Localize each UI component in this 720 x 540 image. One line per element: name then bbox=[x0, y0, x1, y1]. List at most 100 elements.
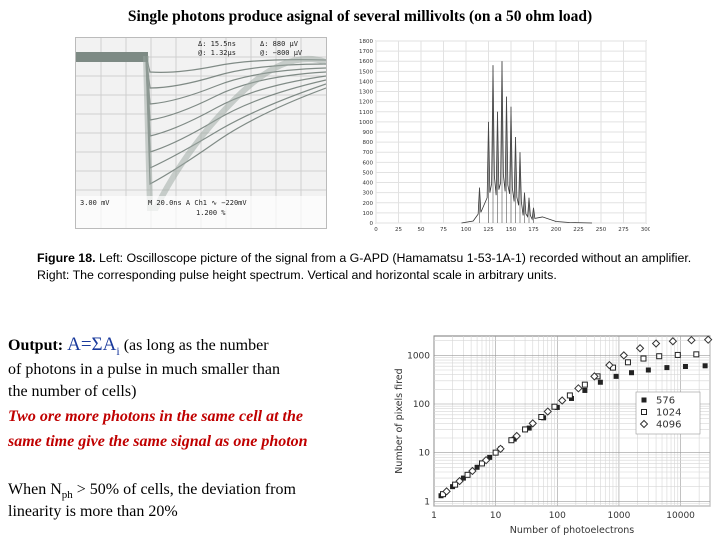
caption-text: Left: Oscilloscope picture of the signal… bbox=[37, 251, 692, 282]
plot-x-tick: 100 bbox=[549, 511, 566, 521]
data-point bbox=[597, 379, 603, 385]
spectrum-x-tick: 275 bbox=[618, 227, 629, 233]
data-point bbox=[481, 455, 491, 465]
scope-status: 3.00 mV M 20.0ns A Ch1 ∿ −220mV 1.200 % bbox=[80, 199, 247, 217]
linearity-plot: 1 10 100 1000 10000 1 10 100 1000 Number of photo… bbox=[394, 335, 713, 536]
text-line: of photons in a pulse in much smaller th… bbox=[8, 361, 280, 378]
spectrum-y-tick: 200 bbox=[363, 201, 374, 207]
spectrum-y-tick: 0 bbox=[370, 221, 374, 227]
legend-marker bbox=[641, 409, 647, 415]
warning-text: Two ore more photons in the same cell at… bbox=[8, 408, 303, 425]
data-point bbox=[551, 403, 558, 410]
data-point bbox=[574, 384, 583, 393]
data-point bbox=[474, 464, 480, 470]
spectrum-y-tick: 300 bbox=[363, 191, 374, 197]
spectrum-x-tick: 75 bbox=[440, 227, 447, 233]
spectrum-y-tick: 100 bbox=[363, 211, 374, 217]
warning-text: same time give the same signal as one ph… bbox=[8, 433, 308, 450]
data-point bbox=[605, 360, 614, 370]
data-point bbox=[522, 426, 529, 433]
spectrum-y-tick: 400 bbox=[363, 181, 374, 187]
oscilloscope-traces bbox=[76, 38, 326, 228]
spectrum-x-tick: 100 bbox=[461, 227, 472, 233]
data-point bbox=[682, 364, 688, 370]
data-point bbox=[460, 475, 466, 481]
output-label: Output: bbox=[8, 337, 68, 354]
data-point bbox=[538, 414, 545, 421]
data-point bbox=[566, 392, 573, 399]
data-point bbox=[668, 337, 678, 346]
nph-statement: linearity is more than 20% bbox=[8, 503, 178, 520]
nph-statement: When Nph > 50% of cells, the deviation f… bbox=[8, 481, 296, 502]
series-4096 bbox=[442, 335, 713, 496]
data-point bbox=[664, 365, 670, 371]
oscilloscope-image: Δ: 15.5ns Δ: 880 μV @: 1.32μs @: −800 μV 3… bbox=[75, 37, 327, 229]
spectrum-x-tick: 0 bbox=[374, 227, 378, 233]
data-point bbox=[512, 431, 521, 441]
plot-y-tick: 100 bbox=[413, 400, 430, 410]
data-point bbox=[624, 359, 631, 366]
data-point bbox=[613, 373, 619, 379]
data-point bbox=[442, 487, 451, 496]
data-point bbox=[687, 335, 696, 345]
spectrum-x-tick: 25 bbox=[395, 227, 402, 233]
data-point bbox=[635, 344, 645, 353]
data-point bbox=[581, 381, 588, 388]
legend-label: 4096 bbox=[656, 420, 681, 431]
figure-label: Figure 18. bbox=[37, 251, 96, 265]
spectrum-y-tick: 600 bbox=[363, 160, 374, 166]
page-title: Single photons produce asignal of severa… bbox=[127, 8, 593, 25]
data-point bbox=[582, 387, 588, 393]
data-point bbox=[487, 454, 493, 460]
data-point bbox=[557, 396, 567, 405]
data-point bbox=[508, 437, 515, 444]
series-1024 bbox=[440, 351, 700, 498]
spectrum-line bbox=[461, 61, 593, 224]
output-formula: A=ΣAi bbox=[67, 334, 120, 358]
legend-label: 1024 bbox=[656, 408, 681, 419]
data-point bbox=[464, 471, 471, 478]
spectrum-y-tick: 1700 bbox=[359, 49, 373, 55]
plot-x-tick: 10000 bbox=[666, 511, 695, 521]
text-line: the number of cells) bbox=[8, 383, 137, 400]
data-point bbox=[645, 367, 651, 373]
data-point bbox=[703, 335, 713, 344]
spectrum-y-tick: 700 bbox=[363, 150, 374, 156]
figure-caption: Figure 18. Left: Oscilloscope picture of… bbox=[37, 250, 697, 284]
spectrum-y-tick: 1500 bbox=[359, 69, 373, 75]
data-point bbox=[651, 339, 661, 348]
spectrum-x-tick: 150 bbox=[506, 227, 517, 233]
data-point bbox=[656, 353, 663, 360]
spectrum-y-tick: 1600 bbox=[359, 59, 373, 65]
data-point bbox=[590, 372, 599, 381]
legend-label: 576 bbox=[656, 396, 675, 407]
spectrum-x-tick: 300 bbox=[641, 227, 650, 233]
data-point bbox=[526, 425, 532, 431]
spectrum-y-tick: 900 bbox=[363, 130, 374, 136]
data-point bbox=[455, 476, 464, 486]
data-point bbox=[452, 481, 459, 488]
data-point bbox=[496, 444, 505, 453]
plot-x-tick: 1 bbox=[431, 511, 437, 521]
output-formula-line: Output: A=ΣAi (as long as the number bbox=[8, 334, 269, 362]
spectrum-y-tick: 1800 bbox=[359, 39, 373, 45]
spectrum-y-tick: 1300 bbox=[359, 90, 373, 96]
spectrum-x-tick: 125 bbox=[483, 227, 494, 233]
pulse-height-spectrum: 0100200300400500600700800900100011001200… bbox=[359, 39, 650, 233]
plot-x-tick: 10 bbox=[490, 511, 502, 521]
plot-y-tick: 1000 bbox=[407, 351, 430, 361]
plot-y-tick: 10 bbox=[419, 449, 431, 459]
legend-marker bbox=[641, 397, 647, 403]
data-point bbox=[629, 370, 635, 376]
spectrum-y-tick: 1100 bbox=[359, 110, 373, 116]
data-point bbox=[568, 395, 574, 401]
spectrum-y-tick: 1200 bbox=[359, 100, 373, 106]
data-point bbox=[478, 460, 485, 467]
plot-x-label: Number of photoelectrons bbox=[510, 525, 635, 536]
data-point bbox=[468, 466, 477, 476]
spectrum-y-tick: 1400 bbox=[359, 79, 373, 85]
formula-note: (as long as the number bbox=[119, 337, 269, 354]
data-point bbox=[543, 407, 552, 416]
spectrum-y-tick: 1000 bbox=[359, 120, 373, 126]
spectrum-y-tick: 800 bbox=[363, 140, 374, 146]
